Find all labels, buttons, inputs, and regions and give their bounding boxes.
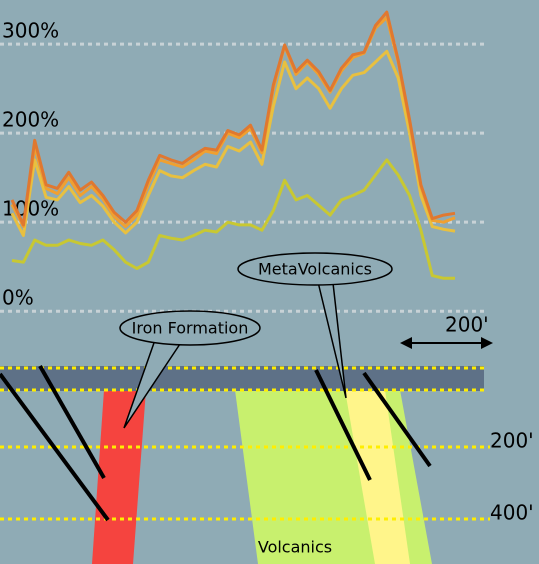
callout-label: Iron Formation	[132, 319, 249, 338]
series-line	[10, 10, 456, 227]
scale-label: 200'	[445, 313, 489, 337]
depth-label: 200'	[490, 429, 534, 453]
iron-formation-band	[92, 390, 146, 564]
series-line	[10, 49, 456, 237]
drill-holes	[0, 365, 432, 522]
y-tick-label: 0%	[2, 286, 34, 310]
y-tick-label: 200%	[2, 108, 59, 132]
surface-bar	[0, 366, 484, 391]
y-tick-label: 100%	[2, 197, 59, 221]
depth-label: 400'	[490, 501, 534, 525]
y-tick-label: 300%	[2, 19, 59, 43]
series-line	[10, 16, 456, 229]
callouts	[119, 252, 393, 429]
series-line	[11, 158, 455, 280]
unit-label: Volcanics	[258, 538, 332, 557]
callout-label: MetaVolcanics	[258, 260, 372, 279]
